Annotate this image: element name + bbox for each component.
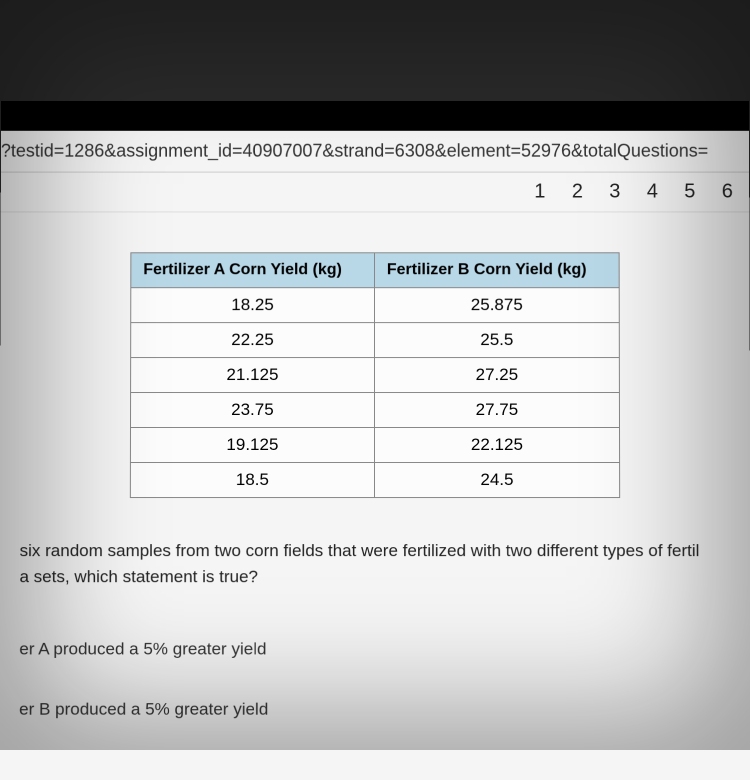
question-line-1: six random samples from two corn fields …	[20, 541, 700, 560]
cell: 18.5	[130, 463, 374, 498]
answer-option-b[interactable]: er B produced a 5% greater yield	[19, 700, 731, 720]
table-row: 18.25 25.875	[131, 288, 620, 323]
cell: 25.875	[374, 288, 619, 323]
question-content: Fertilizer A Corn Yield (kg) Fertilizer …	[0, 212, 750, 780]
cell: 25.5	[374, 323, 619, 358]
browser-top-bar	[1, 101, 749, 131]
cell: 23.75	[130, 393, 374, 428]
answer-option-a[interactable]: er A produced a 5% greater yield	[19, 639, 730, 659]
col-header-a: Fertilizer A Corn Yield (kg)	[131, 253, 375, 288]
table-row: 21.125 27.25	[131, 358, 620, 393]
page-link-3[interactable]: 3	[599, 181, 631, 204]
yield-table: Fertilizer A Corn Yield (kg) Fertilizer …	[130, 252, 620, 498]
cell: 21.125	[131, 358, 375, 393]
table-row: 19.125 22.125	[130, 427, 619, 462]
cell: 27.75	[374, 393, 619, 428]
table-header-row: Fertilizer A Corn Yield (kg) Fertilizer …	[131, 253, 619, 288]
page-link-6[interactable]: 6	[711, 181, 743, 204]
table-row: 22.25 25.5	[131, 323, 620, 358]
pagination-bar: 1 2 3 4 5 6	[1, 173, 750, 213]
question-text: six random samples from two corn fields …	[19, 538, 730, 589]
cell: 24.5	[374, 463, 619, 498]
table-row: 23.75 27.75	[130, 393, 619, 428]
question-line-2: a sets, which statement is true?	[20, 567, 258, 586]
page-link-4[interactable]: 4	[636, 181, 668, 204]
cell: 22.125	[374, 427, 619, 462]
page-link-1[interactable]: 1	[524, 181, 556, 204]
cell: 18.25	[131, 288, 375, 323]
page-link-2[interactable]: 2	[561, 181, 593, 204]
col-header-b: Fertilizer B Corn Yield (kg)	[374, 253, 619, 288]
cell: 27.25	[374, 358, 619, 393]
page-link-5[interactable]: 5	[674, 181, 706, 204]
url-bar[interactable]: ?testid=1286&assignment_id=40907007&stra…	[1, 131, 749, 173]
screen-content: ?testid=1286&assignment_id=40907007&stra…	[0, 101, 750, 751]
table-row: 18.5 24.5	[130, 463, 619, 498]
cell: 22.25	[131, 323, 375, 358]
cell: 19.125	[130, 427, 374, 462]
